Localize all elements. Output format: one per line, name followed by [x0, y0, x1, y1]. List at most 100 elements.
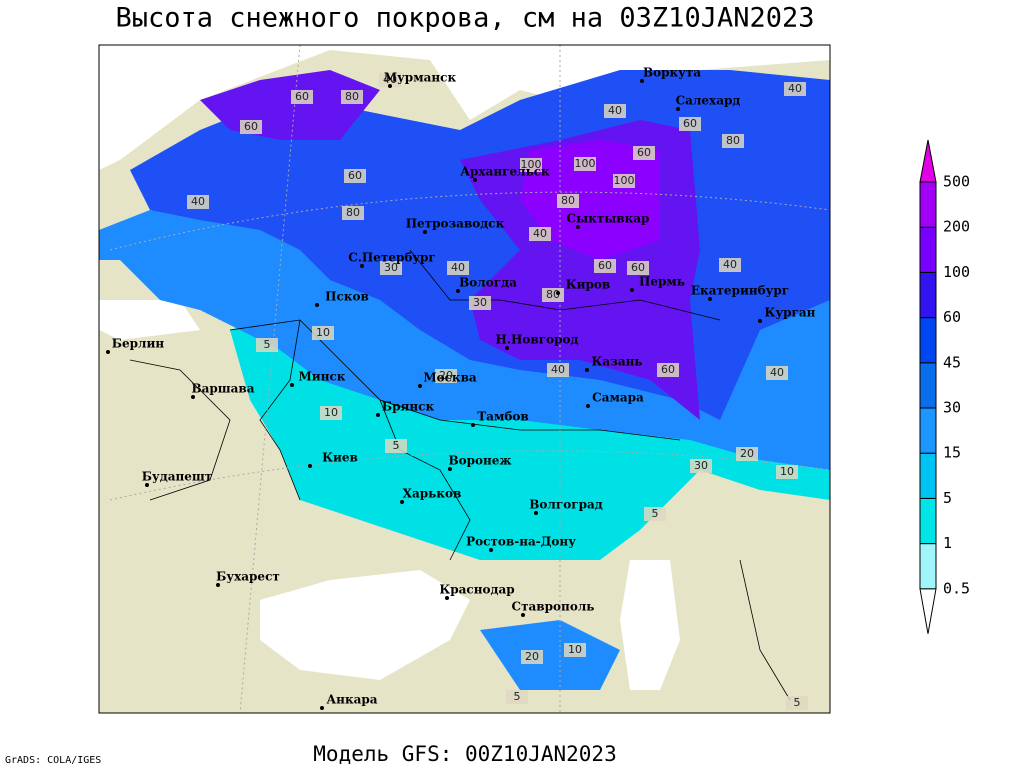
contour-label: 60 — [631, 261, 645, 274]
contour-label: 40 — [451, 261, 465, 274]
contour-label: 30 — [384, 261, 398, 274]
city-label: Ставрополь — [512, 600, 595, 614]
city-dot — [708, 297, 712, 301]
city-label: Москва — [423, 371, 477, 385]
city-dot — [521, 613, 525, 617]
contour-label: 10 — [780, 465, 794, 478]
contour-label-box — [240, 120, 262, 134]
colorbar-segment — [919, 226, 937, 273]
contour-label: 80 — [561, 194, 575, 207]
contour-label: 40 — [788, 82, 802, 95]
colorbar-segment — [919, 181, 937, 228]
city-dot — [400, 500, 404, 504]
contour-label: 40 — [533, 227, 547, 240]
contour-label: 60 — [598, 259, 612, 272]
colorbar-label: 5 — [943, 489, 952, 507]
city-dot — [473, 178, 477, 182]
contour-label-box — [320, 406, 342, 420]
contour-label-box — [342, 206, 364, 220]
city-label: Н.Новгород — [496, 333, 579, 347]
contour-label-box — [657, 363, 679, 377]
colorbar-segment — [919, 407, 937, 454]
city-label: Ростов-на-Дону — [466, 535, 576, 549]
city-dot — [456, 289, 460, 293]
contour-label: 10 — [568, 643, 582, 656]
colorbar-segment — [919, 271, 937, 319]
city-label: Киев — [322, 451, 358, 465]
map: 60 80 60 40 40 60 80 100 100 100 80 60 40 40 40 60 30 40 6… — [99, 45, 830, 713]
colorbar-label: 15 — [943, 444, 961, 462]
contour-label: 5 — [514, 690, 521, 703]
colorbar-label: 60 — [943, 308, 961, 326]
city-dot — [640, 79, 644, 83]
contour-label: 5 — [264, 338, 271, 351]
contour-label: 80 — [726, 134, 740, 147]
city-label: Харьков — [403, 487, 462, 501]
contour-label: 40 — [191, 195, 205, 208]
contour-label-box — [564, 643, 586, 657]
contour-label: 60 — [295, 90, 309, 103]
contour-label: 40 — [608, 104, 622, 117]
city-label: Архангельск — [460, 165, 550, 179]
contour-label-box — [679, 117, 701, 131]
contour-label: 80 — [345, 90, 359, 103]
city-label: Берлин — [112, 337, 165, 351]
city-label: Псков — [325, 290, 369, 304]
city-dot — [576, 225, 580, 229]
contour-label-box — [312, 326, 334, 340]
contour-label: 30 — [473, 296, 487, 309]
contour-label: 30 — [694, 459, 708, 472]
colorbar-cap — [919, 139, 937, 183]
contour-label: 40 — [770, 366, 784, 379]
city-dot — [423, 230, 427, 234]
colorbar-label: 45 — [943, 353, 961, 371]
contour-label-box — [722, 134, 744, 148]
city-label: Будапешт — [142, 470, 212, 484]
contour-label-box — [447, 261, 469, 275]
contour-label-box — [613, 174, 635, 188]
contour-label: 60 — [683, 117, 697, 130]
city-label: Краснодар — [439, 583, 514, 597]
city-dot — [585, 368, 589, 372]
contour-label-box — [776, 465, 798, 479]
contour-label-box — [521, 650, 543, 664]
colorbar-segment — [919, 497, 937, 545]
city-label: Воронеж — [448, 454, 511, 468]
city-label: Тамбов — [477, 410, 528, 424]
city-dot — [448, 467, 452, 471]
contour-label-box — [766, 366, 788, 380]
city-dot — [556, 291, 560, 295]
city-label: Анкара — [326, 693, 377, 707]
contour-label-box — [506, 690, 528, 704]
city-label: Вологда — [459, 276, 517, 290]
city-dot — [489, 548, 493, 552]
map-frame — [98, 44, 831, 714]
contour-label: 5 — [794, 696, 801, 709]
city-dot — [290, 383, 294, 387]
colorbar-label: 500 — [943, 173, 970, 191]
contour-label-box — [604, 104, 626, 118]
city-dot — [471, 423, 475, 427]
contour-label-box — [627, 261, 649, 275]
contour-label: 10 — [324, 406, 338, 419]
city-label: Петрозаводск — [406, 217, 505, 231]
city-dot — [360, 264, 364, 268]
contour-label-box — [379, 73, 401, 87]
city-dot — [376, 413, 380, 417]
colorbar-label: 200 — [943, 218, 970, 236]
city-dot — [191, 395, 195, 399]
city-dot — [758, 319, 762, 323]
contour-label: 40 — [383, 73, 397, 86]
contour-label: 20 — [439, 369, 453, 382]
city-dot — [320, 706, 324, 710]
contour-label-box — [736, 447, 758, 461]
contour-label-box — [520, 158, 542, 172]
contour-label: 20 — [525, 650, 539, 663]
contour-label-box — [529, 227, 551, 241]
city-label: Курган — [765, 306, 816, 320]
contour-label-box — [719, 258, 741, 272]
contour-label: 60 — [244, 120, 258, 133]
footer: Модель GFS: 00Z10JAN2023 — [313, 742, 616, 766]
